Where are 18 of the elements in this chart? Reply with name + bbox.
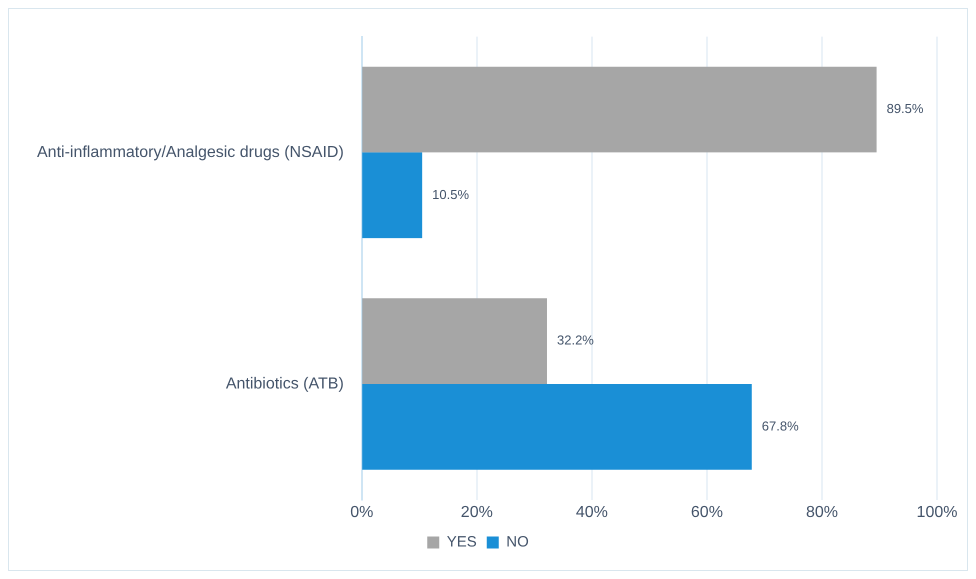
x-tick-label: 100% — [916, 504, 958, 521]
y-tick-label: Antibiotics (ATB) — [226, 375, 344, 392]
data-label: 32.2% — [556, 332, 594, 348]
x-tick-label: 40% — [576, 504, 608, 521]
y-tick-label: Anti-inflammatory/Analgesic drugs (NSAID) — [37, 144, 344, 161]
x-tick-label: 60% — [690, 504, 723, 521]
data-label: 10.5% — [432, 186, 470, 202]
bar — [362, 152, 422, 238]
legend-label: NO — [506, 534, 529, 551]
bar — [362, 66, 877, 152]
legend-label: YES — [446, 534, 477, 551]
bar — [362, 298, 547, 384]
data-label: 67.8% — [762, 418, 800, 434]
data-label: 89.5% — [886, 101, 924, 116]
x-tick-label: 20% — [460, 504, 493, 521]
x-tick-label: 0% — [350, 504, 374, 521]
bar — [362, 384, 752, 470]
x-tick-label: 80% — [806, 504, 838, 521]
